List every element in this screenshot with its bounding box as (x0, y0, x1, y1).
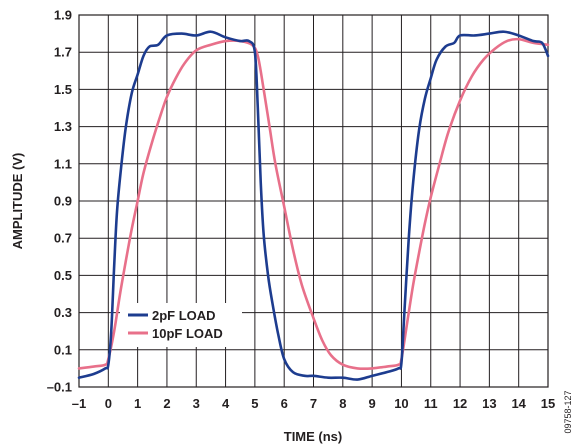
x-tick-label: –1 (72, 396, 86, 411)
y-tick-label: 1.5 (54, 82, 72, 97)
x-tick-label: 14 (511, 396, 526, 411)
x-tick-label: 4 (222, 396, 230, 411)
x-tick-label: 2 (163, 396, 170, 411)
y-tick-label: 1.9 (54, 8, 72, 23)
series-line-10pf-load (77, 37, 550, 371)
legend: 2pF LOAD 10pF LOAD (120, 303, 242, 347)
legend-background (120, 303, 242, 347)
y-tick-label: 0.5 (54, 268, 72, 283)
x-tick-labels: –1 0 1 2 3 4 5 6 7 8 9 10 11 12 13 14 15 (72, 396, 555, 411)
x-tick-label: 12 (453, 396, 467, 411)
plot-frame (78, 14, 549, 388)
y-tick-label: 0.7 (54, 231, 72, 246)
y-tick-label: 1.3 (54, 119, 72, 134)
x-tick-label: 10 (394, 396, 408, 411)
x-tick-label: 7 (310, 396, 317, 411)
x-tick-label: 13 (482, 396, 496, 411)
series-layer (77, 30, 550, 381)
y-tick-label: –0.1 (47, 380, 72, 395)
y-tick-labels: –0.1 0.1 0.3 0.5 0.7 0.9 1.1 1.3 1.5 1.7 1.9 (47, 8, 72, 395)
y-tick-label: 0.3 (54, 305, 72, 320)
x-tick-label: 5 (251, 396, 258, 411)
x-tick-label: 0 (105, 396, 112, 411)
y-tick-label: 0.9 (54, 194, 72, 209)
document-id: 09758-127 (563, 390, 573, 433)
x-tick-label: 11 (424, 396, 438, 411)
legend-label-2pf-load: 2pF LOAD (152, 308, 216, 323)
y-axis-label: AMPLITUDE (V) (10, 153, 25, 250)
x-axis-label: TIME (ns) (284, 429, 343, 444)
x-tick-label: 15 (541, 396, 555, 411)
x-tick-label: 9 (369, 396, 376, 411)
y-tick-label: 1.7 (54, 45, 72, 60)
series-line-2pf-load (77, 30, 550, 381)
x-tick-label: 6 (281, 396, 288, 411)
x-tick-label: 3 (193, 396, 200, 411)
x-tick-label: 8 (339, 396, 346, 411)
x-tick-label: 1 (134, 396, 141, 411)
y-tick-label: 1.1 (54, 156, 72, 171)
legend-label-10pf-load: 10pF LOAD (152, 326, 223, 341)
y-tick-label: 0.1 (54, 342, 72, 357)
